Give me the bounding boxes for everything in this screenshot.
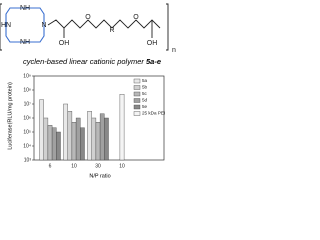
legend-label: 5b <box>142 85 148 90</box>
y-tick-label: 10⁹ <box>23 73 31 79</box>
y-axis-label: Luciferase(RLU/mg protein) <box>7 82 13 150</box>
y-tick-label: 10⁵ <box>23 129 31 135</box>
legend-swatch <box>133 98 141 103</box>
legend-swatch <box>133 85 141 90</box>
y-tick-label: 10⁷ <box>24 101 32 107</box>
figure: N NH HN NH OH O R O OH n cyclen-based li… <box>0 3 176 179</box>
bar <box>43 117 49 161</box>
caption-text: cyclen-based linear cationic polymer <box>23 57 144 66</box>
bar <box>104 117 109 161</box>
atom-label: NH <box>20 39 30 46</box>
bar <box>56 131 61 161</box>
legend-swatch <box>133 104 141 110</box>
bar <box>87 111 92 161</box>
atom-label: OH <box>147 40 158 47</box>
atom-label: NH <box>20 5 30 12</box>
x-tick-label: 6 <box>49 163 52 169</box>
atom-label: O <box>85 14 91 21</box>
repeat-brackets <box>0 3 169 51</box>
bar <box>95 122 101 161</box>
bar <box>99 113 105 161</box>
bar <box>71 122 77 161</box>
bar <box>119 94 125 161</box>
legend-label: 25 kDa PEI <box>142 111 165 116</box>
x-tick-label: 30 <box>95 163 101 169</box>
polymer-chain <box>47 19 161 29</box>
bar <box>39 99 44 161</box>
caption-compound: 5a-e <box>146 57 161 66</box>
y-tick-label: 10⁶ <box>23 115 31 121</box>
caption: cyclen-based linear cationic polymer 5a-… <box>23 57 161 66</box>
atom-label: O <box>133 14 139 21</box>
bar <box>80 127 85 161</box>
y-tick-label: 10³ <box>24 157 32 163</box>
atom-label: HN <box>1 22 11 29</box>
legend-swatch <box>133 78 141 84</box>
legend-label: 5d <box>142 98 148 103</box>
bar <box>63 103 68 161</box>
y-tick-label: 10⁴ <box>23 143 31 149</box>
legend-label: 5a <box>142 78 148 83</box>
bar <box>91 117 97 161</box>
x-axis-label: N/P ratio <box>89 173 110 179</box>
y-tick-label: 10⁸ <box>23 87 31 93</box>
cyclen-ring <box>5 7 45 43</box>
structure: N NH HN NH OH O R O OH n <box>0 3 176 54</box>
legend-label: 5c <box>142 91 148 96</box>
legend-label: 5e <box>142 104 148 109</box>
repeat-label: n <box>172 47 176 54</box>
bar <box>75 117 81 161</box>
atom-label: N <box>41 22 46 29</box>
bar <box>47 125 53 161</box>
bar <box>67 111 73 161</box>
legend-swatch <box>133 91 141 97</box>
legend-swatch <box>133 111 141 116</box>
atom-label: OH <box>59 40 70 47</box>
atom-label: R <box>109 27 114 34</box>
x-tick-label: 10 <box>71 163 77 169</box>
oh-bonds <box>63 20 153 38</box>
x-tick-label: 10 <box>119 163 125 169</box>
bar <box>51 127 57 161</box>
